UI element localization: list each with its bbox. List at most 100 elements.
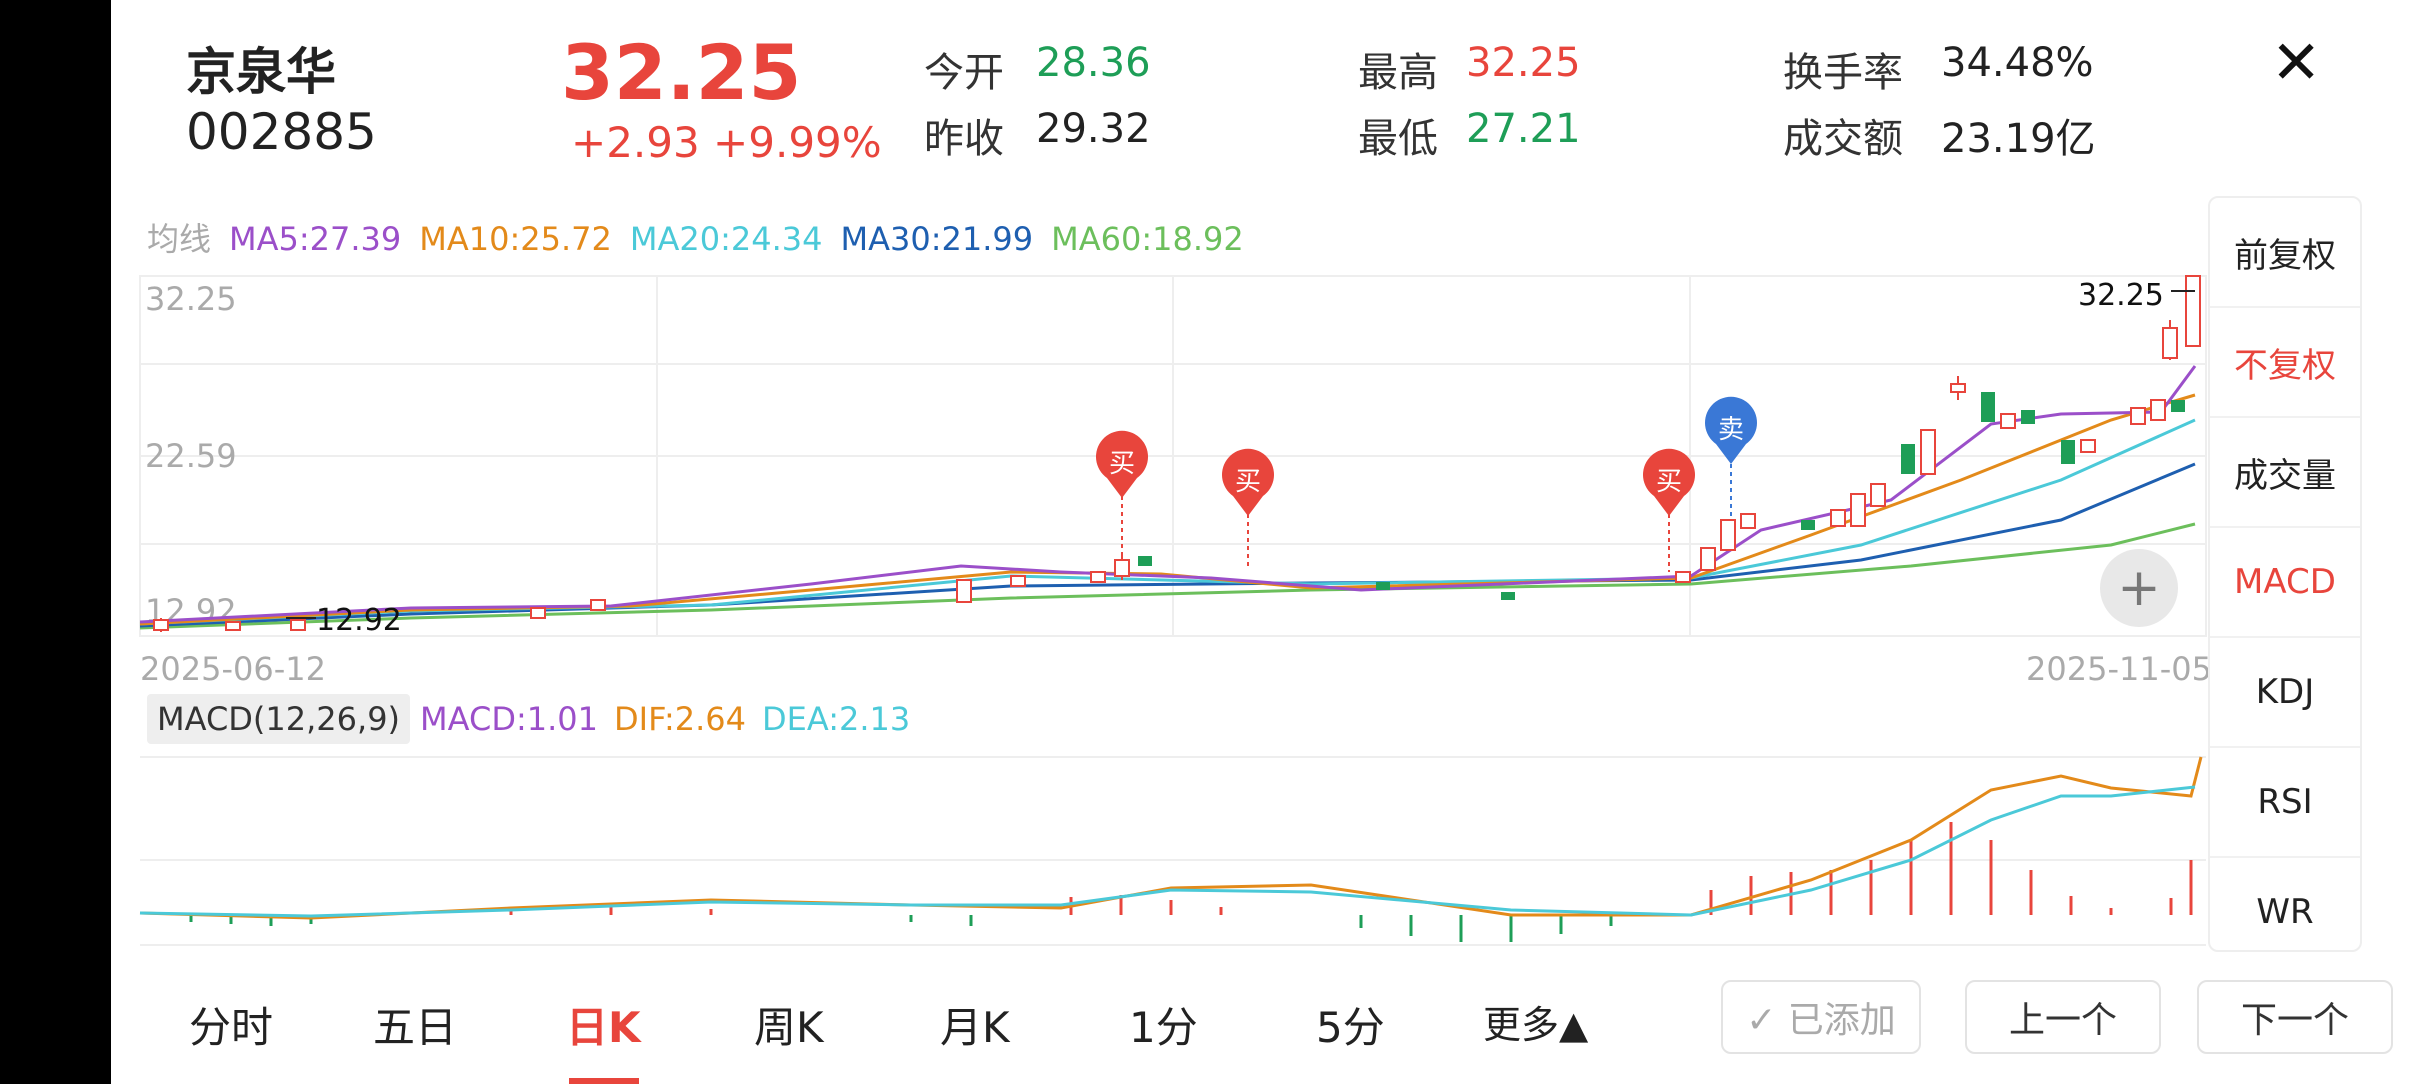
candle (2171, 400, 2185, 412)
menu-macd[interactable]: MACD (2210, 528, 2360, 638)
open-value: 28.36 (1036, 40, 1151, 86)
sell-signal-label: 卖 (1718, 415, 1744, 445)
chart-grid (139, 275, 2207, 946)
candle (2150, 399, 2166, 421)
buy-signal-label: 买 (1109, 449, 1135, 479)
candle (1850, 493, 1866, 527)
candle (2080, 439, 2096, 453)
tab-daily-k[interactable]: 日K (566, 1003, 641, 1052)
ma60-line (139, 522, 2196, 630)
x-axis-end: 2025-11-05 (2026, 650, 2212, 688)
tab-intraday[interactable]: 分时 (189, 1003, 274, 1052)
candle (1981, 392, 1995, 422)
tab-five-day[interactable]: 五日 (373, 1003, 458, 1052)
current-price: 32.25 (561, 28, 802, 117)
menu-forward-adjust[interactable]: 前复权 (2210, 198, 2360, 308)
high-label: 最高 (1358, 50, 1438, 96)
candle (1920, 429, 1936, 475)
amount-value: 23.19亿 (1941, 116, 2096, 162)
candle (1675, 571, 1691, 583)
turnover-label: 换手率 (1783, 50, 1903, 96)
ma60-value: MA60:18.92 (1051, 220, 1244, 258)
kline-chart[interactable]: 32.25 22.59 12.92 2025-06-12 2025-11-05 (111, 0, 2412, 960)
candle (2000, 413, 2016, 429)
candle (2185, 275, 2201, 347)
high-value: 32.25 (1466, 40, 1581, 86)
zoom-in-button[interactable]: + (2100, 549, 2178, 627)
next-stock-button[interactable]: 下一个 (2197, 980, 2393, 1054)
turnover-value: 34.48% (1941, 40, 2094, 86)
close-icon[interactable]: ✕ (2271, 28, 2322, 98)
dea-value: DEA:2.13 (762, 700, 911, 738)
tab-weekly-k[interactable]: 周K (754, 1003, 824, 1052)
low-label: 最低 (1358, 116, 1438, 162)
candle (1950, 376, 1966, 400)
ma20-value: MA20:24.34 (629, 220, 823, 258)
buy-signal-label: 买 (1235, 467, 1261, 497)
open-label: 今开 (924, 50, 1004, 96)
menu-volume[interactable]: 成交量 (2210, 418, 2360, 528)
menu-kdj[interactable]: KDJ (2210, 638, 2360, 748)
candle (1010, 575, 1026, 587)
macd-histogram (189, 822, 2193, 942)
max-marker: 32.25 (2078, 278, 2164, 313)
candle (590, 599, 606, 611)
stock-detail-panel: 京泉华 002885 32.25 +2.93 +9.99% 今开 28.36 昨… (111, 0, 2412, 1084)
ma-label: 均线 (147, 220, 212, 258)
price-change: +2.93 +9.99% (571, 118, 882, 167)
candle (2021, 410, 2035, 424)
tab-1min[interactable]: 1分 (1129, 1003, 1198, 1052)
buy-signal[interactable]: 买 (1222, 448, 1274, 568)
period-tabs: 分时 五日 日K 周K 月K 1分 5分 更多▲ (111, 960, 1711, 1084)
active-tab-indicator (569, 1078, 639, 1084)
x-axis-start: 2025-06-12 (140, 650, 326, 688)
candle (1376, 582, 1390, 590)
y-axis-mid: 22.59 (145, 437, 237, 475)
candle (1138, 556, 1152, 566)
y-axis-top: 32.25 (145, 280, 237, 318)
buy-signal[interactable]: 买 (1643, 448, 1695, 572)
previous-stock-button[interactable]: 上一个 (1965, 980, 2161, 1054)
dif-line (139, 756, 2203, 920)
menu-rsi[interactable]: RSI (2210, 748, 2360, 858)
tab-more[interactable]: 更多▲ (1483, 1003, 1589, 1047)
candle (956, 579, 972, 603)
macd-value: MACD:1.01 (420, 700, 598, 738)
sell-signal[interactable]: 卖 (1705, 396, 1757, 518)
candle (1700, 547, 1716, 571)
candle (2130, 407, 2146, 425)
candle (1901, 444, 1915, 474)
ma5-line (139, 365, 2197, 624)
prev-close-value: 29.32 (1036, 106, 1151, 152)
ma10-line (139, 393, 2196, 626)
candle (225, 621, 241, 631)
macd-indicator-title[interactable]: MACD(12,26,9) (147, 694, 411, 744)
ma5-value: MA5:27.39 (229, 220, 402, 258)
added-watchlist-button[interactable]: ✓ 已添加 (1721, 980, 1921, 1054)
candle (1114, 552, 1130, 580)
stock-name: 京泉华 (186, 43, 336, 101)
prev-close-label: 昨收 (924, 116, 1004, 162)
dea-line (139, 785, 2196, 918)
tab-monthly-k[interactable]: 月K (940, 1003, 1010, 1052)
tab-5min[interactable]: 5分 (1316, 1003, 1385, 1052)
candle (2162, 320, 2178, 360)
amount-label: 成交额 (1783, 116, 1903, 162)
candle (1830, 509, 1846, 527)
menu-wr[interactable]: WR (2256, 892, 2314, 932)
ma30-value: MA30:21.99 (840, 220, 1034, 258)
macd-legend: MACD(12,26,9) MACD:1.01 DIF:2.64 DEA:2.13 (147, 694, 926, 744)
candles-series (153, 275, 2256, 632)
candle (1740, 513, 1756, 529)
candle (1090, 571, 1106, 583)
buy-signal-label: 买 (1656, 467, 1682, 497)
candle (153, 618, 169, 632)
menu-no-adjust[interactable]: 不复权 (2210, 308, 2360, 418)
candle (290, 619, 306, 631)
buy-signal[interactable]: 买 (1096, 430, 1148, 558)
ma-legend: 均线 MA5:27.39 MA10:25.72 MA20:24.34 MA30:21.9… (147, 214, 1262, 260)
candle (530, 607, 546, 619)
candle (1501, 592, 1515, 600)
low-value: 27.21 (1466, 106, 1581, 152)
stock-code: 002885 (186, 103, 377, 161)
